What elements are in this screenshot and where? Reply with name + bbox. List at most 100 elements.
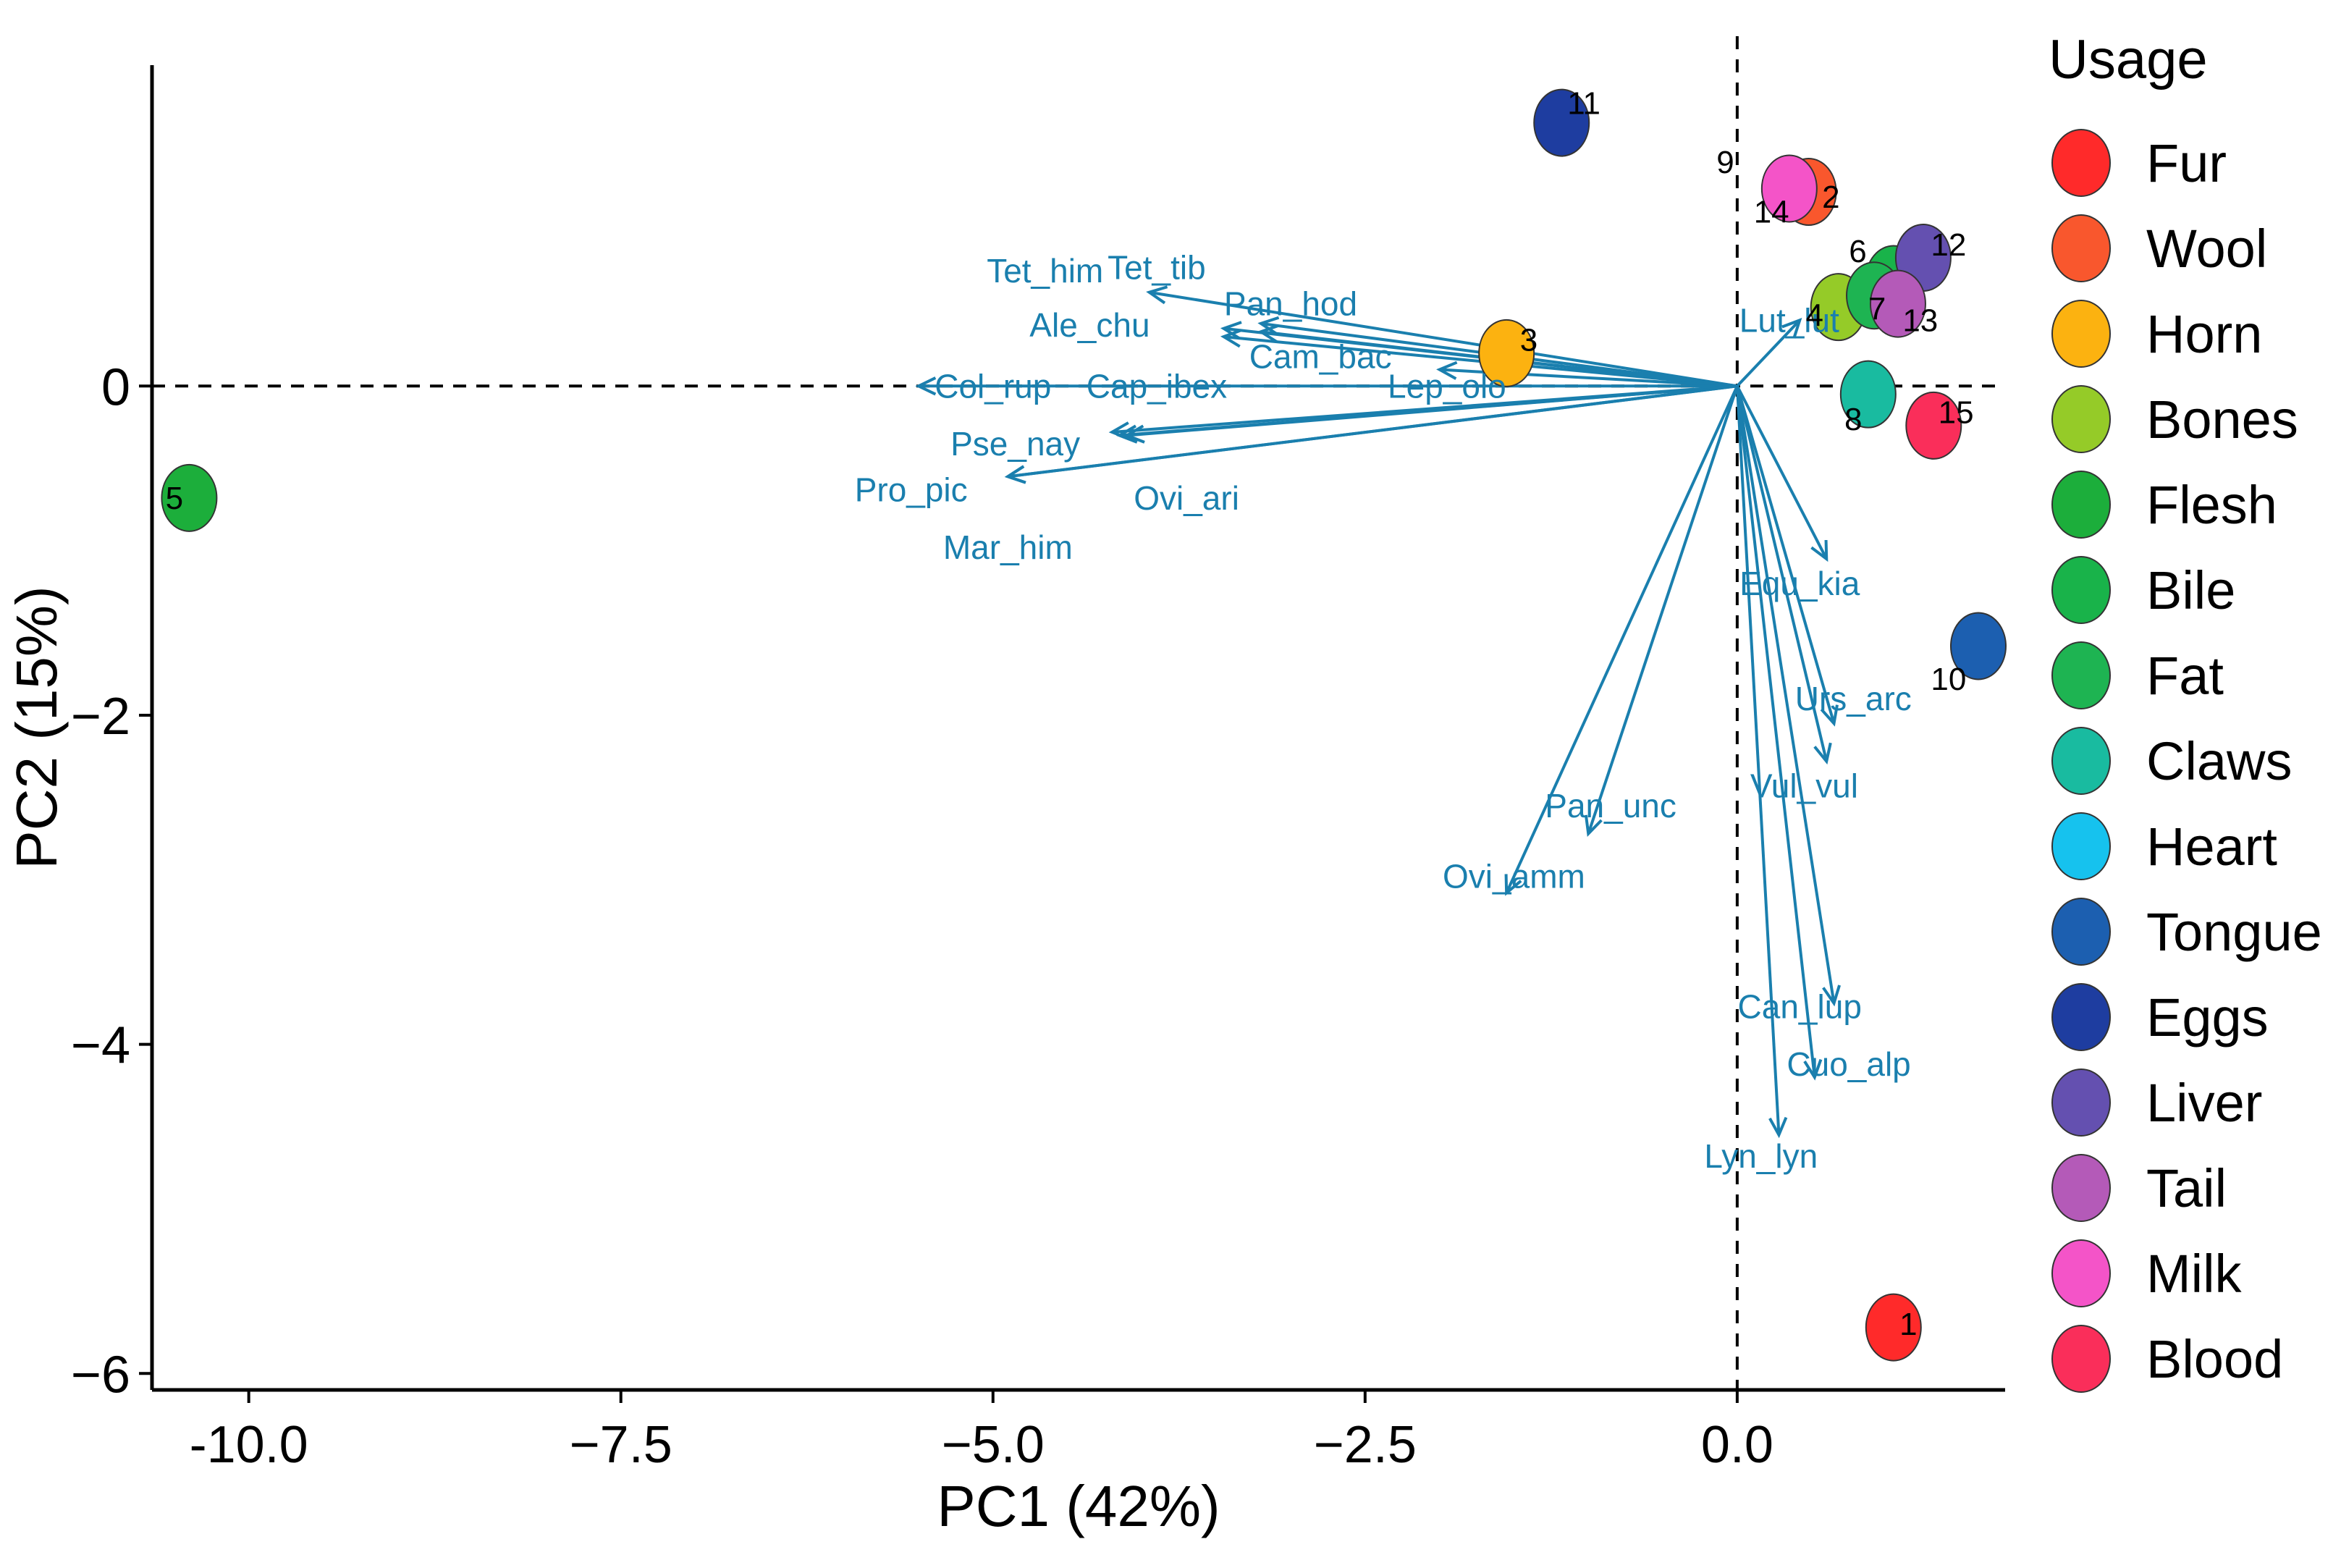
variable-label: Tet_tib (1108, 249, 1206, 287)
variable-label: Equ_kia (1739, 565, 1860, 602)
point-label: 2 (1822, 180, 1839, 215)
point-label: 6 (1849, 234, 1866, 269)
vector-arrowhead (1820, 704, 1839, 727)
legend-swatch (2051, 983, 2111, 1051)
variable-label: Cap_ibex (1087, 367, 1227, 405)
point-13 (1869, 269, 1926, 338)
legend-label: Eggs (2146, 987, 2269, 1048)
legend-item-tail: Tail (2051, 1154, 2227, 1222)
legend-swatch (2051, 385, 2111, 453)
vector-arrowhead (1146, 285, 1168, 305)
variable-label: Ale_chu (1029, 306, 1150, 344)
y-tick-label: −4 (71, 1017, 130, 1075)
variable-label: Vul_vul (1750, 767, 1858, 805)
point-label: 3 (1520, 323, 1538, 358)
variable-vectors (915, 285, 1841, 1139)
variable-label: Mar_him (943, 528, 1073, 566)
vector-arrowhead (1004, 465, 1026, 484)
legend-item-milk: Milk (2051, 1239, 2243, 1307)
point-11 (1533, 88, 1590, 157)
legend-label: Fat (2146, 646, 2224, 706)
legend-swatch (2051, 300, 2111, 368)
x-tick-label: −5.0 (942, 1416, 1045, 1474)
vector-lyn-lyn (1735, 386, 1781, 1135)
vector-cuo-alp (1735, 386, 1816, 1078)
legend-item-liver: Liver (2051, 1068, 2262, 1137)
legend-label: Milk (2146, 1244, 2243, 1304)
x-tick-label: -10.0 (190, 1416, 308, 1474)
vector-arrowhead (915, 376, 937, 396)
y-tick-label: −6 (71, 1346, 130, 1404)
vector-arrowhead (1584, 814, 1603, 837)
y-axis-title: PC2 (15%) (4, 586, 69, 869)
point-label: 7 (1868, 291, 1886, 326)
legend-label: Bones (2146, 389, 2298, 450)
vector-arrowhead (1781, 318, 1802, 339)
point-5 (161, 463, 218, 532)
variable-label: Pan_unc (1545, 787, 1676, 825)
legend-swatch (2051, 1239, 2111, 1307)
legend-item-bile: Bile (2051, 556, 2235, 624)
legend-item-tongue: Tongue (2051, 898, 2322, 966)
legend-item-blood: Blood (2051, 1325, 2283, 1393)
variable-label: Ovi_ari (1134, 479, 1239, 517)
legend-label: Horn (2146, 304, 2262, 364)
variable-label: Cuo_alp (1787, 1045, 1910, 1083)
point-label: 4 (1806, 298, 1823, 334)
point-8 (1839, 360, 1897, 429)
legend-swatch (2051, 556, 2111, 624)
variable-label: Lep_olo (1388, 367, 1506, 405)
vector-arrowhead (1504, 874, 1522, 896)
variable-label: Pro_pic (855, 471, 968, 509)
legend-item-wool: Wool (2051, 214, 2267, 282)
legend-label: Bile (2146, 560, 2235, 620)
legend-label: Tongue (2146, 902, 2322, 962)
legend-item-flesh: Flesh (2051, 471, 2277, 539)
legend-swatch (2051, 812, 2111, 880)
vector-arrowhead (1813, 742, 1832, 765)
variable-label: Pan_hod (1224, 285, 1357, 323)
point-label: 15 (1939, 395, 1974, 431)
vector-urs-arc (1735, 385, 1836, 724)
plot-area: Tet_him Tet_tib Ale_chu Pan_hod Cam_bacLep_o… (152, 36, 2007, 1390)
legend-item-fur: Fur (2051, 129, 2227, 197)
vector-arrowhead (1810, 539, 1828, 562)
variable-label: Lut_lut (1739, 301, 1839, 339)
vector-arrowhead (1220, 321, 1242, 340)
vector-arrowhead (1257, 316, 1280, 335)
legend-swatch (2051, 214, 2111, 282)
variable-label: Pse_nay (950, 425, 1080, 463)
variable-label: Can_lup (1738, 987, 1862, 1025)
point-label: 14 (1754, 194, 1789, 229)
legend-swatch (2051, 1068, 2111, 1137)
point-14 (1760, 154, 1818, 223)
point-label: 9 (1716, 145, 1734, 180)
point-1 (1865, 1293, 1922, 1362)
point-label: 12 (1931, 227, 1966, 263)
variable-label: Col_rup (935, 367, 1051, 405)
legend-label: Heart (2146, 817, 2277, 877)
vector-pan-unc (1587, 385, 1739, 835)
legend-item-claws: Claws (2051, 727, 2292, 795)
point-label: 11 (1567, 85, 1600, 121)
y-axis-ticks: −6 −4 −2 0 (71, 358, 152, 1404)
vector-arrowhead (1768, 1116, 1788, 1139)
vector-vul-vul (1735, 385, 1828, 762)
point-label: 13 (1902, 303, 1938, 338)
variable-label: Ovi_amm (1443, 858, 1585, 895)
variable-label: Urs_arc (1795, 680, 1912, 717)
vector-can-lup (1735, 385, 1836, 1004)
vector-ovi-ari (1119, 384, 1738, 437)
legend-swatch (2051, 1325, 2111, 1393)
vector-arrowhead (1220, 329, 1242, 348)
vector-ovi-amm (1505, 385, 1739, 894)
x-tick-label: 0.0 (1701, 1416, 1773, 1474)
legend-item-bones: Bones (2051, 385, 2298, 453)
legend-item-horn: Horn (2051, 300, 2262, 368)
legend-label: Claws (2146, 731, 2292, 791)
legend-item-heart: Heart (2051, 812, 2277, 880)
legend-label: Wool (2146, 219, 2267, 279)
legend-label: Flesh (2146, 475, 2277, 535)
legend-swatch (2051, 1154, 2111, 1222)
